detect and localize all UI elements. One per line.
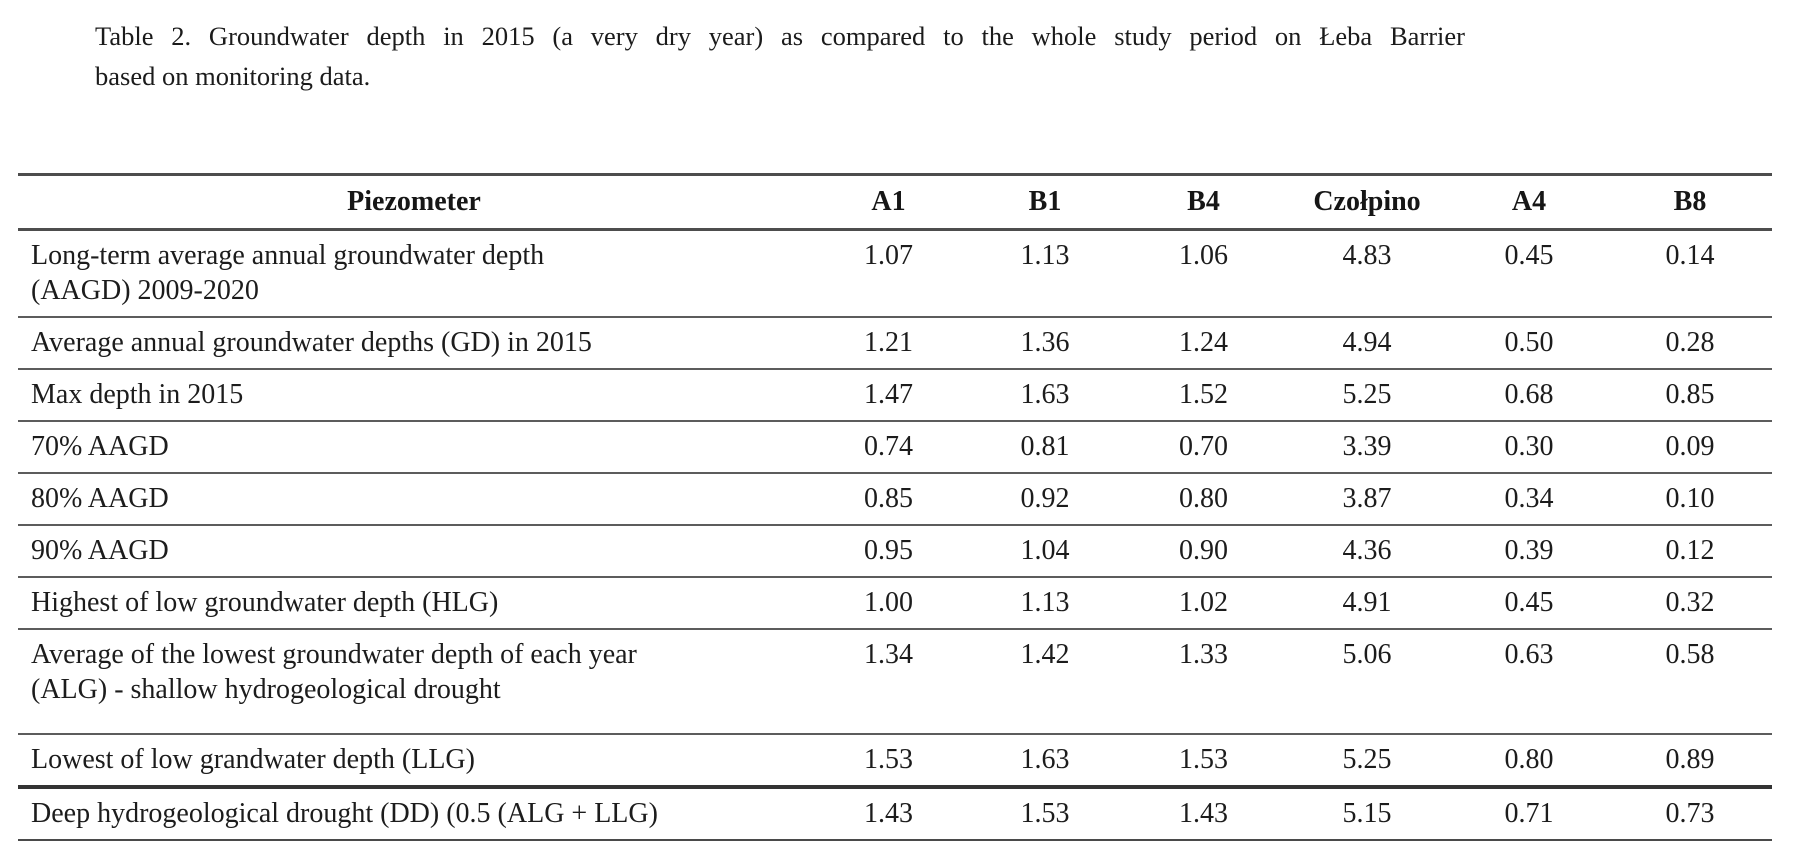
value-cell: 0.90 bbox=[1179, 535, 1228, 566]
table-row: 70% AAGD 0.74 0.81 0.70 3.39 0.30 0.09 bbox=[18, 421, 1772, 473]
table-caption: Table 2. Groundwater depth in 2015 (a ve… bbox=[95, 16, 1465, 96]
value-cell: 0.89 bbox=[1665, 744, 1715, 775]
table-row: Lowest of low grandwater depth (LLG) 1.53… bbox=[18, 734, 1772, 787]
value-cell: 0.70 bbox=[1179, 431, 1228, 462]
value-cell: 1.24 bbox=[1179, 327, 1228, 358]
value-cell: 0.80 bbox=[1179, 483, 1228, 514]
value-cell: 1.42 bbox=[1020, 639, 1070, 670]
caption-line-1: Table 2. Groundwater depth in 2015 (a ve… bbox=[95, 21, 1465, 51]
row-label: 90% AAGD bbox=[31, 535, 169, 566]
value-cell: 3.87 bbox=[1342, 483, 1392, 514]
value-cell: 0.58 bbox=[1665, 639, 1715, 670]
caption-line-2: based on monitoring data. bbox=[95, 61, 371, 91]
column-header-piezometer: Piezometer bbox=[347, 186, 481, 217]
row-label: Deep hydrogeological drought (DD) (0.5 (… bbox=[31, 798, 658, 829]
value-cell: 1.06 bbox=[1179, 240, 1228, 271]
row-label: Highest of low groundwater depth (HLG) bbox=[31, 587, 499, 618]
value-cell: 5.25 bbox=[1342, 379, 1392, 410]
table-row: Average of the lowest groundwater depth … bbox=[18, 629, 1772, 734]
value-cell: 1.53 bbox=[1020, 798, 1070, 829]
row-label: Lowest of low grandwater depth (LLG) bbox=[31, 744, 475, 775]
column-header-czo-pino: Czołpino bbox=[1313, 186, 1421, 217]
value-cell: 1.00 bbox=[864, 587, 913, 618]
column-header-b1: B1 bbox=[1028, 186, 1062, 217]
value-cell: 5.25 bbox=[1342, 744, 1392, 775]
row-label: Average of the lowest groundwater depth … bbox=[31, 639, 637, 705]
value-cell: 0.73 bbox=[1665, 798, 1715, 829]
value-cell: 1.13 bbox=[1020, 240, 1070, 271]
column-header-b4: B4 bbox=[1187, 186, 1220, 217]
value-cell: 0.85 bbox=[864, 483, 913, 514]
value-cell: 0.32 bbox=[1665, 587, 1715, 618]
document-page: Table 2. Groundwater depth in 2015 (a ve… bbox=[0, 16, 1798, 851]
value-cell: 0.85 bbox=[1665, 379, 1715, 410]
value-cell: 0.92 bbox=[1020, 483, 1070, 514]
value-cell: 5.15 bbox=[1342, 798, 1392, 829]
value-cell: 1.63 bbox=[1020, 379, 1070, 410]
value-cell: 0.95 bbox=[864, 535, 913, 566]
value-cell: 0.45 bbox=[1504, 587, 1554, 618]
value-cell: 4.94 bbox=[1342, 327, 1392, 358]
value-cell: 0.74 bbox=[864, 431, 913, 462]
value-cell: 1.43 bbox=[1179, 798, 1228, 829]
table-row: Long-term average annual groundwater dep… bbox=[18, 230, 1772, 317]
value-cell: 0.63 bbox=[1504, 639, 1554, 670]
groundwater-table: Piezometer A1 B1 B4 Czołpino A4 B8 Long-term a… bbox=[18, 173, 1772, 841]
column-header-a4: A4 bbox=[1511, 186, 1547, 217]
table-row: Deep hydrogeological drought (DD) (0.5 (… bbox=[18, 787, 1772, 840]
value-cell: 5.06 bbox=[1342, 639, 1392, 670]
value-cell: 0.39 bbox=[1504, 535, 1554, 566]
table-row: Average annual groundwater depths (GD) i… bbox=[18, 317, 1772, 369]
value-cell: 0.68 bbox=[1504, 379, 1554, 410]
value-cell: 0.30 bbox=[1504, 431, 1554, 462]
value-cell: 1.21 bbox=[864, 327, 913, 358]
value-cell: 4.91 bbox=[1342, 587, 1392, 618]
table-header-row: Piezometer A1 B1 B4 Czołpino A4 B8 bbox=[18, 175, 1772, 230]
column-header-b8: B8 bbox=[1673, 186, 1707, 217]
value-cell: 1.47 bbox=[864, 379, 913, 410]
value-cell: 1.53 bbox=[864, 744, 913, 775]
value-cell: 1.63 bbox=[1020, 744, 1070, 775]
table-row: 90% AAGD 0.95 1.04 0.90 4.36 0.39 0.12 bbox=[18, 525, 1772, 577]
value-cell: 3.39 bbox=[1342, 431, 1392, 462]
value-cell: 1.53 bbox=[1179, 744, 1228, 775]
value-cell: 1.52 bbox=[1179, 379, 1228, 410]
value-cell: 1.02 bbox=[1179, 587, 1228, 618]
value-cell: 0.09 bbox=[1665, 431, 1715, 462]
value-cell: 0.71 bbox=[1504, 798, 1554, 829]
table-row: Highest of low groundwater depth (HLG) 1.… bbox=[18, 577, 1772, 629]
value-cell: 1.34 bbox=[864, 639, 913, 670]
value-cell: 4.36 bbox=[1342, 535, 1392, 566]
value-cell: 1.33 bbox=[1179, 639, 1228, 670]
value-cell: 1.43 bbox=[864, 798, 913, 829]
value-cell: 1.07 bbox=[864, 240, 913, 271]
value-cell: 0.28 bbox=[1665, 327, 1715, 358]
value-cell: 1.04 bbox=[1020, 535, 1070, 566]
value-cell: 1.13 bbox=[1020, 587, 1070, 618]
value-cell: 0.14 bbox=[1665, 240, 1715, 271]
value-cell: 0.10 bbox=[1665, 483, 1715, 514]
value-cell: 0.12 bbox=[1665, 535, 1715, 566]
value-cell: 0.80 bbox=[1504, 744, 1554, 775]
row-label: 70% AAGD bbox=[31, 431, 169, 462]
row-label: Long-term average annual groundwater dep… bbox=[31, 240, 545, 306]
value-cell: 0.81 bbox=[1020, 431, 1070, 462]
value-cell: 0.45 bbox=[1504, 240, 1554, 271]
row-label: 80% AAGD bbox=[31, 483, 169, 514]
table-row: Max depth in 2015 1.47 1.63 1.52 5.25 0.68 0.8… bbox=[18, 369, 1772, 421]
column-header-a1: A1 bbox=[871, 186, 906, 217]
value-cell: 0.50 bbox=[1504, 327, 1554, 358]
value-cell: 0.34 bbox=[1504, 483, 1554, 514]
value-cell: 4.83 bbox=[1342, 240, 1392, 271]
row-label: Average annual groundwater depths (GD) i… bbox=[31, 327, 592, 358]
table-row: 80% AAGD 0.85 0.92 0.80 3.87 0.34 0.10 bbox=[18, 473, 1772, 525]
value-cell: 1.36 bbox=[1020, 327, 1070, 358]
row-label: Max depth in 2015 bbox=[31, 379, 244, 410]
